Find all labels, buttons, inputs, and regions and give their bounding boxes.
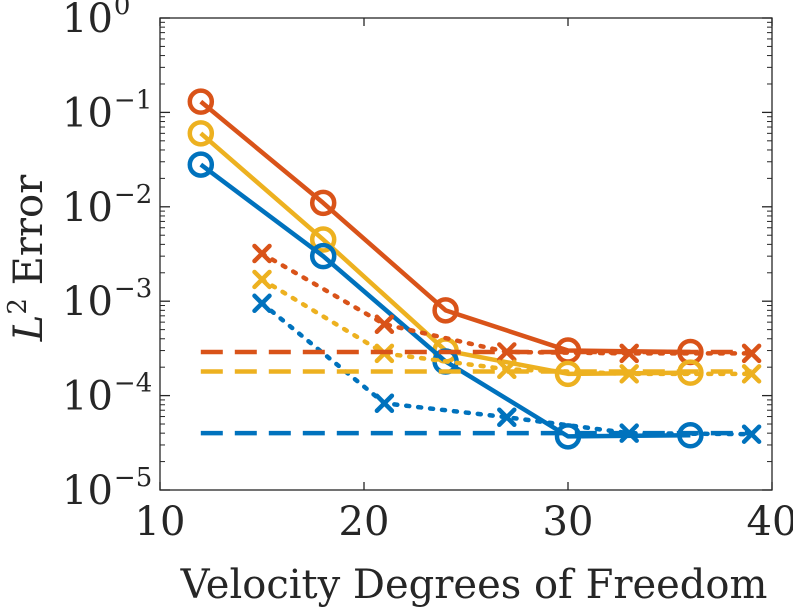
data-point: [497, 407, 517, 427]
data-point: [252, 293, 272, 314]
series-orange-circle-solid: [187, 88, 704, 366]
y-tick-label: 10−1: [62, 85, 152, 136]
data-point: [741, 364, 762, 384]
y-tick-label: 10−2: [62, 180, 152, 231]
y-tick-label: 100: [62, 0, 130, 42]
x-tick-label: 20: [339, 499, 390, 545]
data-point: [554, 423, 582, 450]
plot-frame: [159, 17, 773, 491]
data-point: [619, 364, 639, 384]
data-point: [374, 393, 395, 413]
data-point: [309, 242, 337, 270]
series-yellow-circle-solid: [187, 120, 704, 388]
x-tick-label: 10: [135, 499, 186, 545]
data-point: [252, 243, 272, 264]
series-blue-cross-dotted: [252, 293, 762, 444]
y-tick-label: 10−4: [62, 369, 152, 420]
y-tick-label: 10−3: [62, 274, 152, 325]
y-axis-title: L2 Error: [3, 174, 52, 342]
data-point: [187, 88, 215, 115]
x-axis-title: Velocity Degrees of Freedom: [180, 562, 768, 608]
y-tick-label: 10−5: [62, 463, 152, 514]
data-point: [309, 226, 337, 253]
x-tick-label: 30: [543, 499, 594, 545]
data-point: [309, 189, 337, 217]
data-point: [432, 297, 459, 324]
data-point: [187, 151, 215, 178]
data-point: [252, 269, 272, 290]
data-point: [187, 120, 215, 147]
data-point: [374, 314, 395, 334]
x-tick-label: 40: [747, 499, 793, 545]
